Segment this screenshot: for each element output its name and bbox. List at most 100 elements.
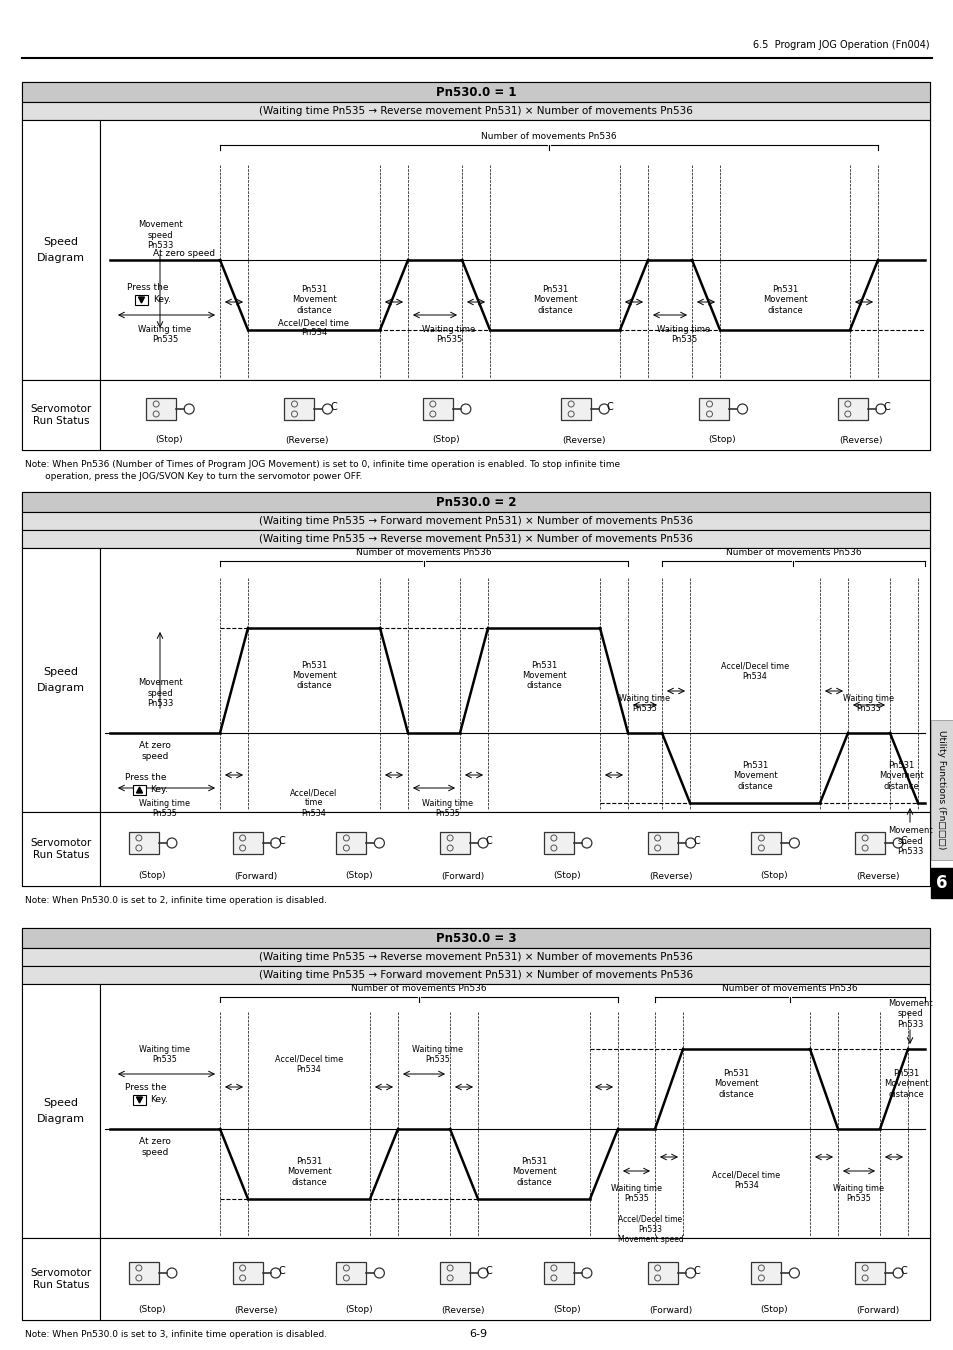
Text: Waiting time
Pn535: Waiting time Pn535	[657, 325, 710, 344]
Text: Run Status: Run Status	[32, 416, 90, 427]
Text: Speed: Speed	[44, 1098, 78, 1108]
Bar	[146, 398, 176, 420]
Bar	[22, 927, 929, 948]
Text: Utility Functions (Fn□□□): Utility Functions (Fn□□□)	[937, 730, 945, 849]
Text: Key.: Key.	[152, 296, 171, 305]
Bar	[233, 1262, 262, 1284]
Text: (Stop): (Stop)	[432, 436, 459, 444]
Bar	[837, 398, 867, 420]
Bar	[439, 832, 470, 855]
Text: (Reverse): (Reverse)	[562, 436, 605, 444]
Text: Press the: Press the	[127, 284, 169, 293]
Text: Accel/Decel time
Pn534: Accel/Decel time Pn534	[274, 1054, 343, 1075]
Text: Accel/Decel
time
Pn534: Accel/Decel time Pn534	[290, 788, 337, 818]
Text: Waiting time
Pn535: Waiting time Pn535	[412, 1045, 463, 1064]
Text: Accel/Decel time
Pn533
Movement speed: Accel/Decel time Pn533 Movement speed	[617, 1214, 682, 1243]
Bar	[22, 82, 929, 103]
Text: Diagram: Diagram	[37, 683, 85, 693]
Text: (Stop): (Stop)	[553, 872, 580, 880]
Text: (Forward): (Forward)	[856, 1305, 899, 1315]
Bar	[135, 296, 148, 305]
Bar	[22, 1238, 100, 1320]
Text: Waiting time
Pn535: Waiting time Pn535	[422, 325, 476, 344]
Text: Key.: Key.	[150, 786, 168, 795]
Text: Number of movements Pn536: Number of movements Pn536	[355, 548, 492, 558]
Text: Pn531
Movement
distance: Pn531 Movement distance	[532, 285, 577, 315]
Text: Waiting time
Pn535: Waiting time Pn535	[138, 325, 192, 344]
Text: Speed: Speed	[44, 238, 78, 247]
Text: Pn531
Movement
distance: Pn531 Movement distance	[883, 1069, 928, 1099]
Bar	[22, 984, 100, 1238]
Text: Key.: Key.	[150, 1095, 168, 1104]
Bar	[284, 398, 314, 420]
Text: Pn531
Movement
distance: Pn531 Movement distance	[761, 285, 806, 315]
Polygon shape	[136, 1098, 142, 1103]
Text: Number of movements Pn536: Number of movements Pn536	[351, 984, 486, 994]
Bar	[699, 398, 729, 420]
Polygon shape	[136, 787, 142, 792]
Text: C: C	[485, 1266, 492, 1276]
Text: Movement
speed
Pn533: Movement speed Pn533	[137, 678, 182, 707]
Text: Diagram: Diagram	[37, 1114, 85, 1125]
Text: Accel/Decel time
Pn534: Accel/Decel time Pn534	[712, 1170, 780, 1191]
Bar	[854, 1262, 884, 1284]
Text: Pn531
Movement
distance: Pn531 Movement distance	[879, 761, 923, 791]
Text: Pn531
Movement
distance: Pn531 Movement distance	[292, 285, 336, 315]
Text: (Stop): (Stop)	[708, 436, 736, 444]
Text: 6.5  Program JOG Operation (Fn004): 6.5 Program JOG Operation (Fn004)	[753, 40, 929, 50]
Text: Accel/Decel time
Pn534: Accel/Decel time Pn534	[278, 319, 349, 338]
Bar	[129, 832, 159, 855]
Text: At zero speed: At zero speed	[152, 248, 214, 258]
Bar	[100, 120, 929, 379]
Bar	[930, 868, 953, 898]
Bar	[543, 1262, 574, 1284]
Text: Pn531
Movement
distance: Pn531 Movement distance	[714, 1069, 758, 1099]
Text: C: C	[330, 402, 336, 412]
Text: (Waiting time Pn535 → Reverse movement Pn531) × Number of movements Pn536: (Waiting time Pn535 → Reverse movement P…	[259, 952, 692, 963]
Text: Waiting time
Pn535: Waiting time Pn535	[422, 799, 473, 818]
Text: (Reverse): (Reverse)	[856, 872, 899, 880]
Text: Pn530.0 = 3: Pn530.0 = 3	[436, 931, 516, 945]
Text: 6-9: 6-9	[469, 1328, 487, 1339]
Bar	[930, 720, 953, 860]
Text: C: C	[900, 1266, 906, 1276]
Text: C: C	[900, 836, 906, 846]
Text: Pn531
Movement
distance: Pn531 Movement distance	[511, 1157, 556, 1187]
Bar	[132, 1095, 146, 1106]
Text: (Reverse): (Reverse)	[233, 1305, 277, 1315]
Text: Run Status: Run Status	[32, 1280, 90, 1291]
Text: (Stop): (Stop)	[138, 1305, 166, 1315]
Bar	[22, 103, 929, 120]
Text: At zero
speed: At zero speed	[139, 1137, 171, 1157]
Bar	[647, 832, 677, 855]
Bar	[336, 1262, 366, 1284]
Text: Waiting time
Pn535: Waiting time Pn535	[833, 1184, 883, 1203]
Text: Movement
speed
Pn533: Movement speed Pn533	[886, 999, 931, 1029]
Text: At zero
speed: At zero speed	[139, 741, 171, 760]
Bar	[132, 784, 146, 795]
Text: Number of movements Pn536: Number of movements Pn536	[725, 548, 861, 558]
Bar	[22, 491, 929, 886]
Polygon shape	[138, 297, 144, 302]
Text: Note: When Pn536 (Number of Times of Program JOG Movement) is set to 0, infinite: Note: When Pn536 (Number of Times of Pro…	[25, 460, 619, 468]
Text: Diagram: Diagram	[37, 252, 85, 263]
Bar	[22, 811, 100, 886]
Bar	[22, 927, 929, 1320]
Bar	[129, 1262, 159, 1284]
Bar	[647, 1262, 677, 1284]
Text: (Waiting time Pn535 → Forward movement Pn531) × Number of movements Pn536: (Waiting time Pn535 → Forward movement P…	[258, 971, 692, 980]
Text: C: C	[693, 836, 700, 846]
Text: Pn531
Movement
distance: Pn531 Movement distance	[287, 1157, 331, 1187]
Text: Press the: Press the	[125, 1083, 167, 1092]
Bar	[100, 548, 929, 811]
Text: Note: When Pn530.0 is set to 2, infinite time operation is disabled.: Note: When Pn530.0 is set to 2, infinite…	[25, 896, 327, 905]
Text: (Stop): (Stop)	[345, 872, 373, 880]
Bar	[336, 832, 366, 855]
Bar	[22, 491, 929, 512]
Text: Waiting time
Pn535: Waiting time Pn535	[618, 694, 670, 713]
Bar	[100, 379, 929, 450]
Bar	[22, 512, 929, 531]
Text: (Reverse): (Reverse)	[839, 436, 882, 444]
Text: (Stop): (Stop)	[138, 872, 166, 880]
Text: C: C	[278, 836, 285, 846]
